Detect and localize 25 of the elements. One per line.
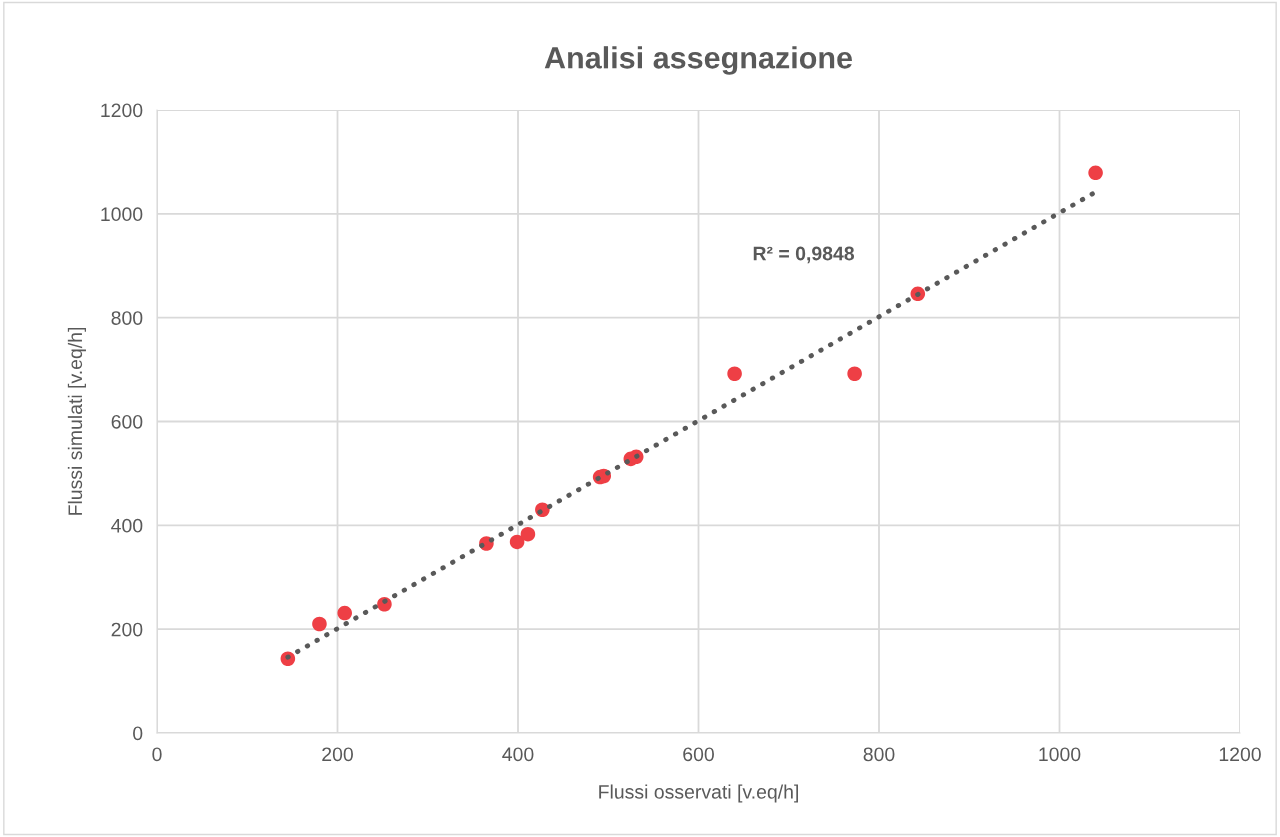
- y-axis-title: Flussi simulati [v.eq/h]: [67, 327, 86, 515]
- y-tick-label: 0: [133, 726, 143, 741]
- point: [520, 526, 536, 542]
- x-tick-label: 400: [502, 747, 534, 762]
- point: [727, 366, 742, 382]
- point: [847, 366, 862, 382]
- x-tick-label: 800: [863, 747, 895, 762]
- y-tick-label: 200: [111, 622, 143, 637]
- y-tick-label: 400: [111, 518, 143, 533]
- y-tick-label: 1200: [101, 103, 143, 118]
- x-tick-label: 200: [322, 747, 353, 762]
- x-axis-title: Flussi osservati [v.eq/h]: [599, 784, 798, 803]
- x-tick-label: 600: [683, 747, 714, 762]
- chart-title: Analisi assegnazione: [544, 46, 852, 75]
- x-tick-label: 0: [152, 747, 162, 762]
- x-tick-label: 1200: [1219, 747, 1261, 762]
- point: [312, 616, 327, 632]
- y-tick-label: 600: [111, 414, 143, 429]
- point: [1088, 165, 1103, 181]
- point: [337, 605, 352, 621]
- point: [509, 534, 525, 550]
- y-tick-label: 800: [111, 311, 143, 325]
- y-tick-label: 1000: [101, 207, 143, 222]
- annotation: R² = 0,9848: [753, 246, 855, 264]
- x-tick-label: 1000: [1039, 747, 1081, 762]
